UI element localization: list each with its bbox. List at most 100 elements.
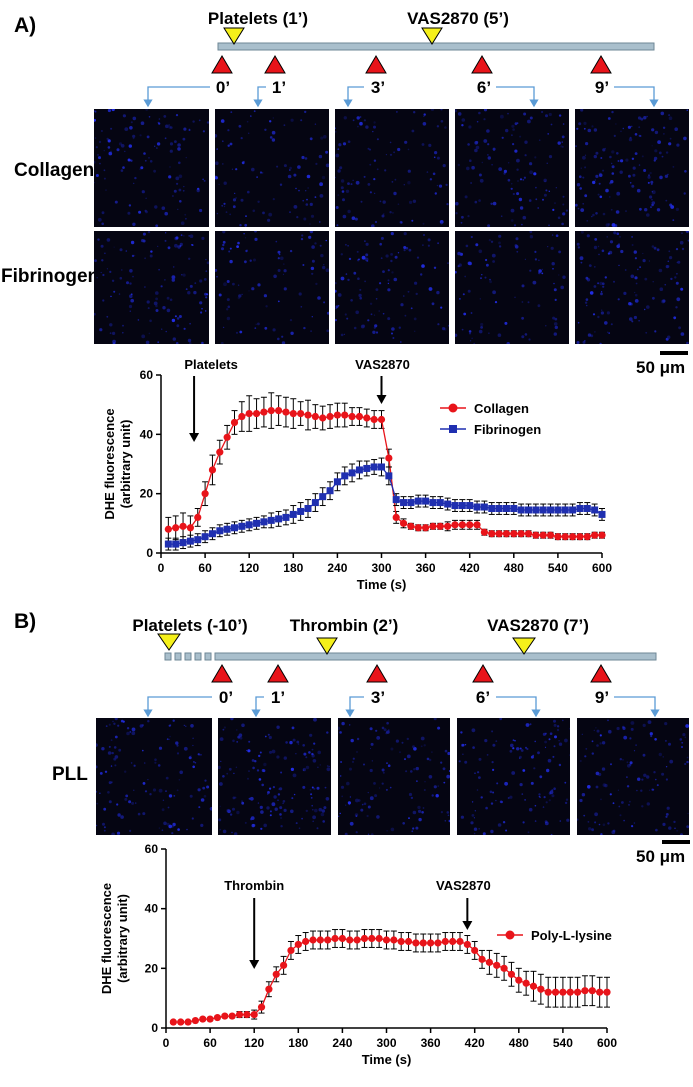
scale-bar	[662, 840, 690, 844]
x-tick-label: 240	[332, 1036, 352, 1050]
data-point	[466, 502, 474, 510]
data-point	[488, 530, 496, 538]
data-point	[253, 519, 261, 527]
data-point	[201, 533, 209, 541]
data-point	[245, 521, 253, 529]
data-point	[554, 533, 562, 541]
micrograph-fibrinogen-3	[335, 231, 449, 344]
y-axis-label: DHE fluorescence	[102, 408, 117, 519]
x-tick-label: 600	[592, 561, 612, 575]
micrograph-pll-3	[338, 718, 450, 835]
event-label-thrombin: Thrombin (2’)	[290, 616, 399, 635]
data-point	[566, 988, 574, 996]
data-point	[471, 946, 479, 955]
data-point	[581, 987, 589, 995]
data-point	[194, 513, 202, 521]
data-point	[304, 505, 312, 512]
annotation-arrowhead	[249, 960, 260, 969]
micrograph-pll-0	[96, 718, 212, 835]
timepoint-label: 0’	[219, 688, 233, 707]
row-label-collagen: Collagen	[14, 160, 95, 181]
y-tick-label: 20	[140, 487, 154, 501]
data-point	[363, 414, 371, 422]
data-point	[596, 988, 604, 996]
data-point	[208, 530, 216, 538]
data-point	[250, 1010, 258, 1019]
micrograph-pll-6	[457, 718, 570, 835]
y-tick-label: 60	[140, 368, 154, 382]
x-tick-label: 480	[504, 561, 524, 575]
series-line	[173, 937, 607, 1023]
legend-label: Poly-L-lysine	[531, 928, 612, 943]
data-point	[407, 499, 415, 507]
micrograph-fibrinogen-0	[94, 231, 209, 344]
timeline-a: Platelets (1’) VAS2870 (5’) 0’ 1’ 3’ 6’ …	[143, 9, 659, 108]
annotation-label: VAS2870	[355, 357, 410, 372]
data-point	[532, 531, 540, 539]
x-tick-label: 360	[416, 561, 436, 575]
data-point	[598, 531, 606, 539]
x-tick-label: 240	[327, 561, 347, 575]
data-point	[191, 1016, 199, 1025]
data-point	[289, 409, 297, 418]
x-tick-label: 300	[376, 1036, 396, 1050]
timeline-b: Platelets (-10’) Thrombin (2’) VAS2870 (…	[132, 616, 660, 718]
data-point	[378, 463, 385, 471]
data-point	[414, 497, 422, 505]
legend-label: Fibrinogen	[474, 422, 541, 437]
micrograph-pll-1	[218, 718, 331, 835]
data-point	[275, 407, 283, 415]
data-point	[429, 499, 437, 507]
data-point	[414, 524, 422, 532]
data-point	[223, 525, 231, 533]
data-point	[297, 409, 305, 418]
data-point	[522, 979, 530, 987]
red-timepoint-marker	[472, 664, 494, 683]
x-tick-label: 180	[288, 1036, 308, 1050]
yellow-event-marker	[316, 637, 338, 655]
data-point	[326, 487, 334, 495]
timepoint-label: 3’	[371, 78, 385, 97]
data-point	[341, 472, 349, 480]
x-tick-label: 60	[198, 561, 212, 575]
data-point	[444, 500, 452, 508]
data-point	[260, 518, 268, 526]
x-tick-label: 120	[239, 561, 259, 575]
data-point	[294, 940, 302, 949]
yellow-event-marker	[421, 27, 443, 45]
data-point	[355, 412, 364, 421]
x-tick-label: 360	[421, 1036, 441, 1050]
data-point	[407, 522, 415, 530]
data-point	[360, 934, 369, 943]
red-timepoint-marker	[366, 664, 388, 683]
annotation-label: Platelets	[184, 357, 237, 372]
data-point	[404, 937, 413, 946]
data-point	[436, 522, 444, 530]
panel-b-label: B)	[14, 610, 37, 633]
data-point	[493, 961, 501, 969]
x-tick-label: 180	[283, 561, 303, 575]
scale-bar-label: 50 μm	[636, 358, 686, 377]
data-point	[333, 478, 341, 486]
data-point	[458, 502, 466, 510]
data-point	[228, 1012, 236, 1020]
data-point	[561, 533, 569, 541]
data-point	[456, 937, 464, 946]
micrograph-pll-9	[577, 718, 689, 835]
red-timepoint-marker	[590, 664, 612, 683]
timepoint-label: 9’	[595, 688, 609, 707]
data-point	[485, 958, 493, 966]
data-point	[331, 934, 339, 943]
yellow-event-marker	[157, 633, 181, 651]
annotation-arrowhead	[462, 921, 473, 930]
data-point	[199, 1015, 207, 1023]
data-point	[576, 533, 584, 541]
data-point	[510, 505, 518, 512]
red-timepoint-marker	[211, 55, 233, 74]
yellow-event-marker	[512, 637, 536, 655]
scale-bar	[660, 351, 688, 355]
data-point	[164, 540, 172, 548]
micrograph-collagen-1	[215, 109, 329, 227]
data-point	[488, 505, 496, 512]
data-point	[216, 527, 224, 535]
